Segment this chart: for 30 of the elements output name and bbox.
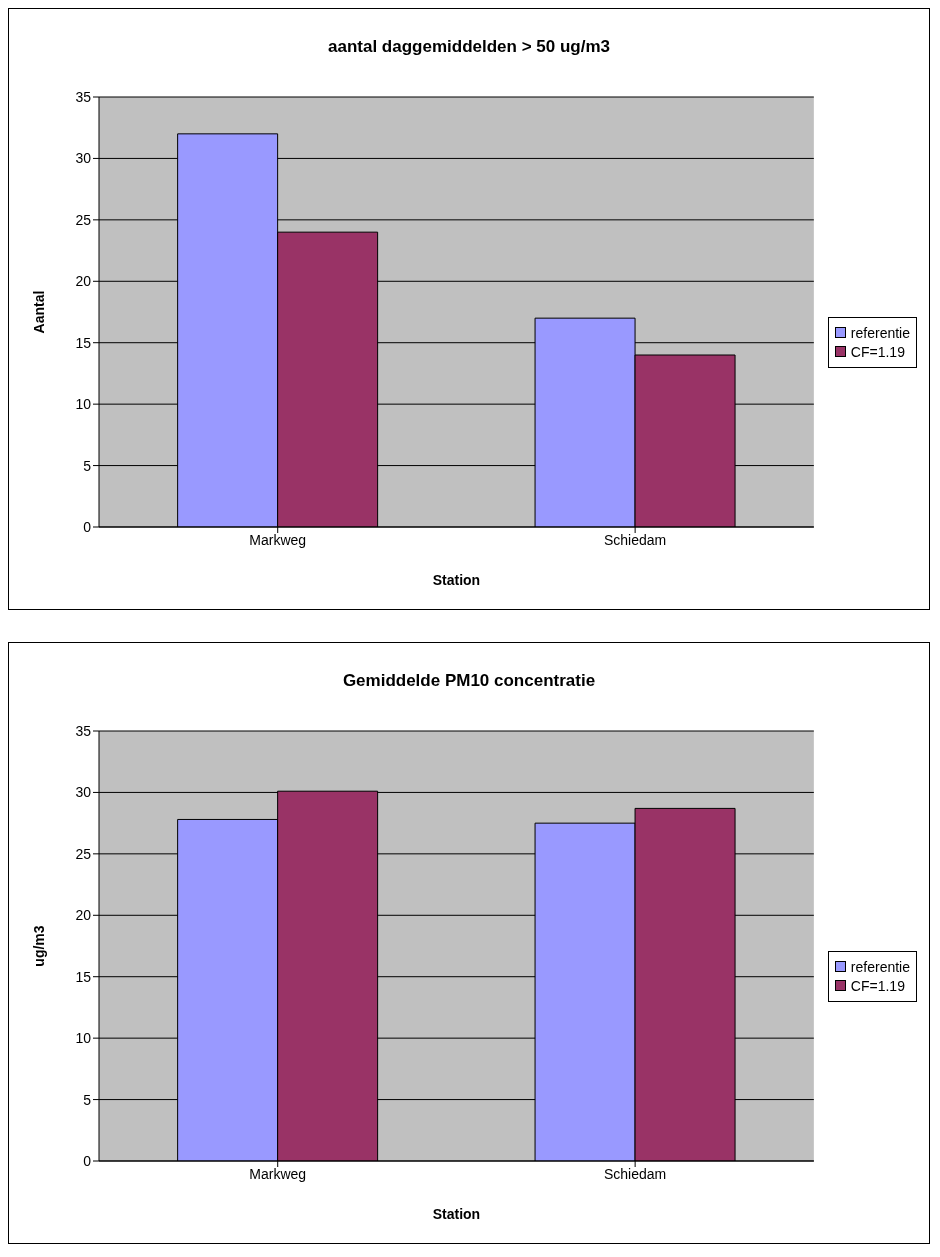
y-tick-label: 25 <box>75 211 92 228</box>
legend-label: referentie <box>850 958 910 975</box>
y-tick-label: 10 <box>75 396 92 413</box>
x-tick-label: Markweg <box>249 531 307 548</box>
y-tick-label: 15 <box>75 968 92 985</box>
x-tick-label: Schiedam <box>604 1165 667 1182</box>
x-tick-label: Schiedam <box>604 531 667 548</box>
y-tick-label: 20 <box>75 273 92 290</box>
legend-label: referentie <box>850 324 910 341</box>
y-axis-title: Aantal <box>30 290 47 334</box>
y-tick-label: 30 <box>75 150 92 167</box>
y-tick-label: 35 <box>75 88 92 105</box>
y-tick-label: 5 <box>83 457 92 474</box>
y-tick-label: 5 <box>83 1091 92 1108</box>
y-tick-label: 0 <box>83 1152 92 1169</box>
y-tick-label: 0 <box>83 518 92 535</box>
legend-label: CF=1.19 <box>850 977 905 994</box>
x-tick-label: Markweg <box>249 1165 307 1182</box>
y-tick-label: 20 <box>75 907 92 924</box>
x-axis-title: Station <box>432 572 481 588</box>
legend-label: CF=1.19 <box>850 343 905 360</box>
x-axis-title: Station <box>432 1206 481 1222</box>
y-tick-label: 25 <box>75 845 92 862</box>
y-tick-label: 10 <box>75 1030 92 1047</box>
chart-title: Gemiddelde PM10 concentratie <box>341 670 597 692</box>
chart-title: aantal daggemiddelden > 50 ug/m3 <box>327 36 611 58</box>
y-tick-label: 35 <box>75 722 92 739</box>
y-tick-label: 30 <box>75 784 92 801</box>
y-tick-label: 15 <box>75 334 92 351</box>
y-axis-title: ug/m3 <box>30 925 47 967</box>
